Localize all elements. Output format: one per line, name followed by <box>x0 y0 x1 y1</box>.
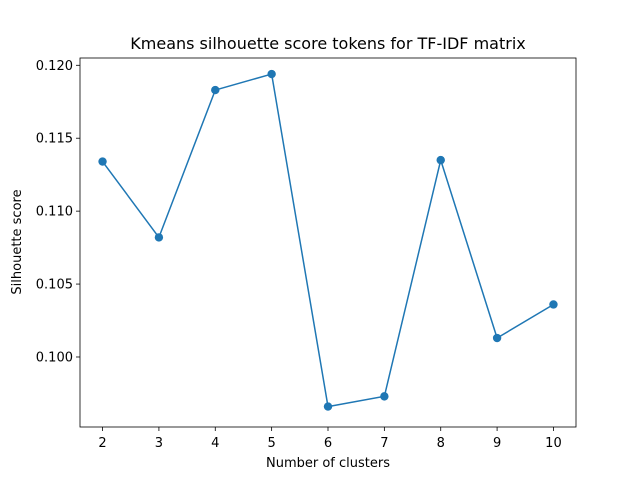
x-tick-label: 8 <box>437 436 445 451</box>
chart-title: Kmeans silhouette score tokens for TF-ID… <box>130 34 525 53</box>
data-point <box>549 300 558 309</box>
data-point <box>154 233 164 242</box>
data-point <box>380 392 389 401</box>
series-group <box>98 69 558 411</box>
x-axis-label: Number of clusters <box>266 456 390 471</box>
y-axis: 0.100 0.105 0.110 0.115 0.120 <box>36 59 80 365</box>
series-line <box>101 73 554 408</box>
data-point <box>323 402 333 411</box>
y-tick-label: 0.115 <box>36 132 73 147</box>
x-tick-label: 6 <box>324 436 332 451</box>
y-axis-label: Silhouette score <box>10 189 25 294</box>
y-tick-label: 0.105 <box>36 278 73 293</box>
data-point <box>492 333 502 343</box>
x-tick-label: 7 <box>380 436 388 451</box>
data-point <box>211 85 220 95</box>
x-tick-label: 10 <box>545 436 562 451</box>
data-point <box>267 69 276 79</box>
x-tick-label: 5 <box>267 436 275 451</box>
y-tick-label: 0.100 <box>36 350 73 365</box>
x-tick-label: 2 <box>98 436 106 451</box>
plot-area <box>79 57 577 428</box>
x-tick-label: 3 <box>155 436 163 451</box>
x-tick-label: 9 <box>493 436 501 451</box>
data-point <box>436 155 445 165</box>
y-tick-label: 0.120 <box>36 59 73 74</box>
x-tick-label: 4 <box>211 436 219 451</box>
y-tick-label: 0.110 <box>36 205 73 220</box>
data-point <box>98 157 107 166</box>
x-axis: 2 3 4 5 6 7 8 9 10 <box>98 427 562 451</box>
